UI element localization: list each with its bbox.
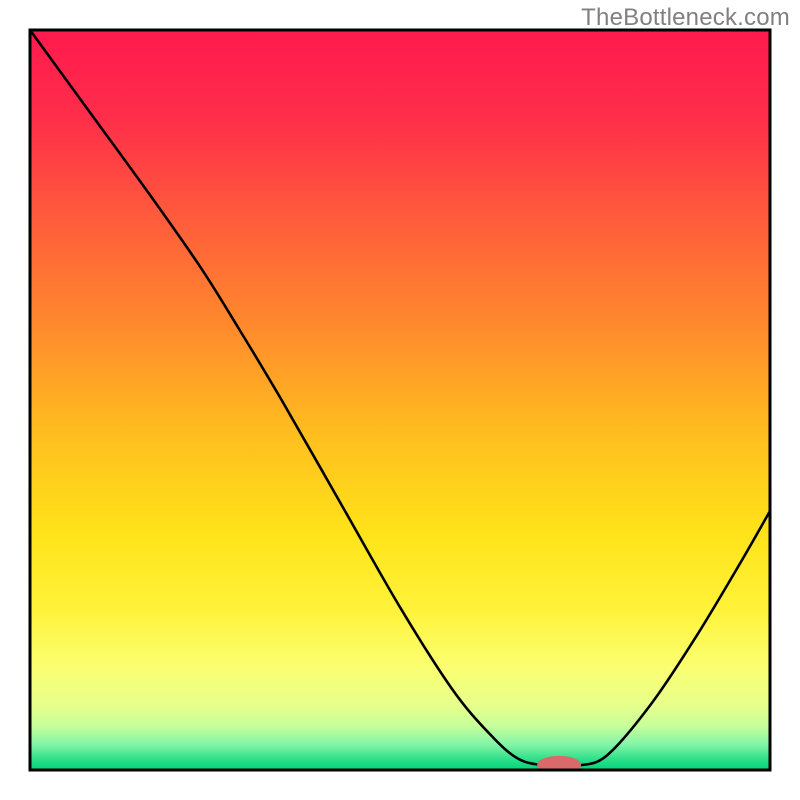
bottleneck-chart xyxy=(0,0,800,800)
watermark-text: TheBottleneck.com xyxy=(581,4,790,32)
chart-container: TheBottleneck.com xyxy=(0,0,800,800)
plot-background xyxy=(30,30,770,770)
